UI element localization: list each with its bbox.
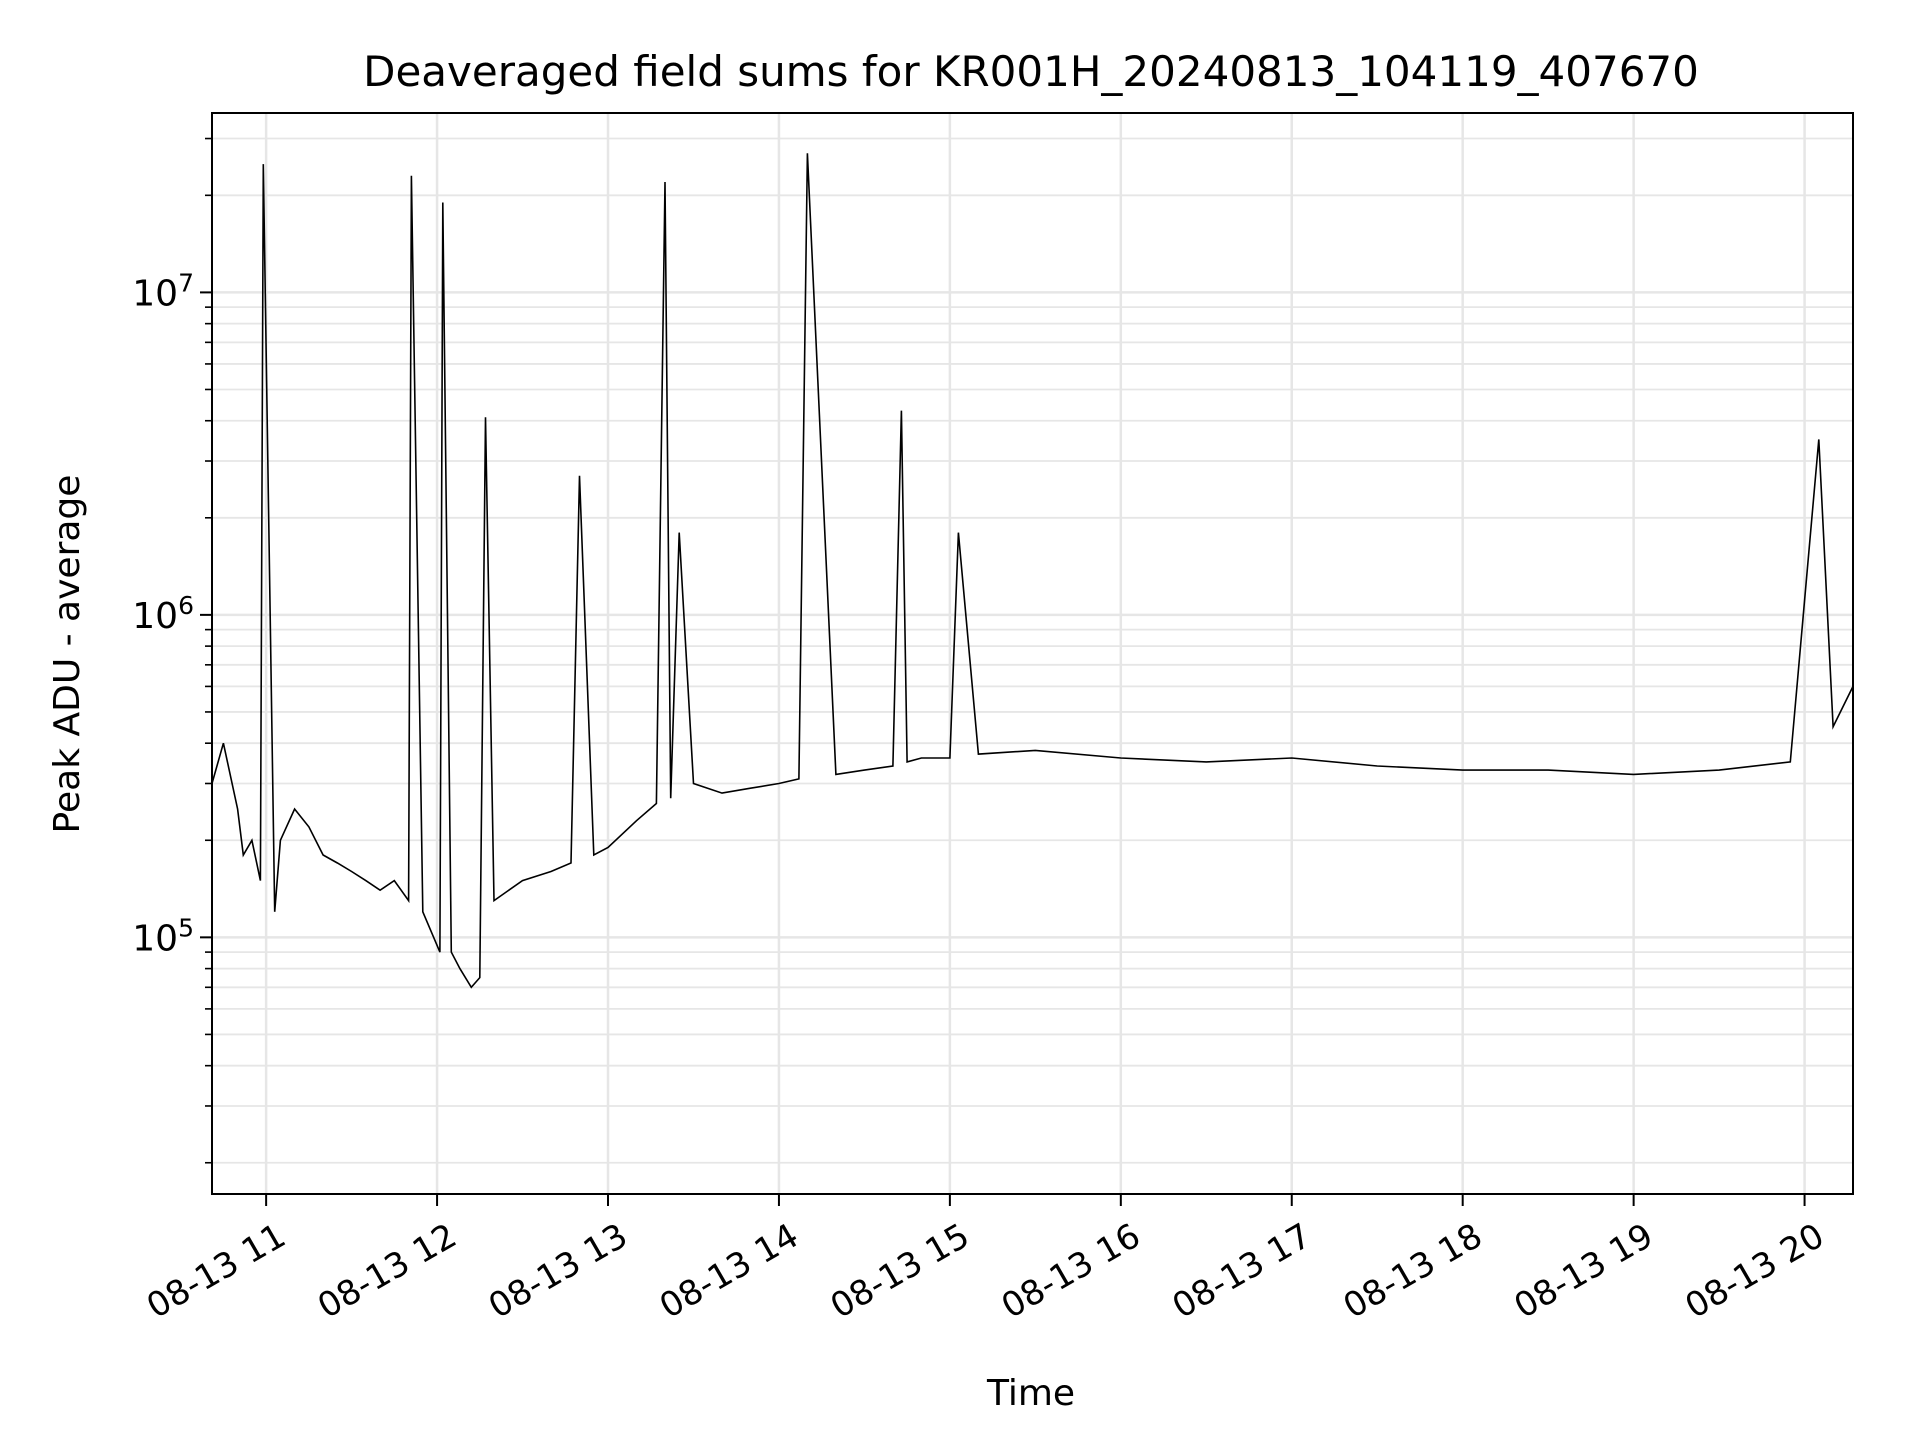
- x-axis-label: Time: [986, 1373, 1075, 1414]
- series-line-0: [211, 153, 1854, 989]
- y-axis-label: Peak ADU - average: [47, 475, 88, 834]
- chart-title: Deaveraged field sums for KR001H_2024081…: [363, 47, 1699, 96]
- grid-lines: [212, 113, 1853, 1194]
- y-axis-ticks: 105 106 107: [132, 137, 212, 1164]
- y-tick-label: 107: [132, 268, 194, 314]
- y-tick-label: 106: [132, 591, 194, 637]
- y-tick-label: 105: [132, 913, 194, 959]
- series-layer: [211, 153, 1854, 989]
- plot-area-frame: [211, 112, 1854, 1195]
